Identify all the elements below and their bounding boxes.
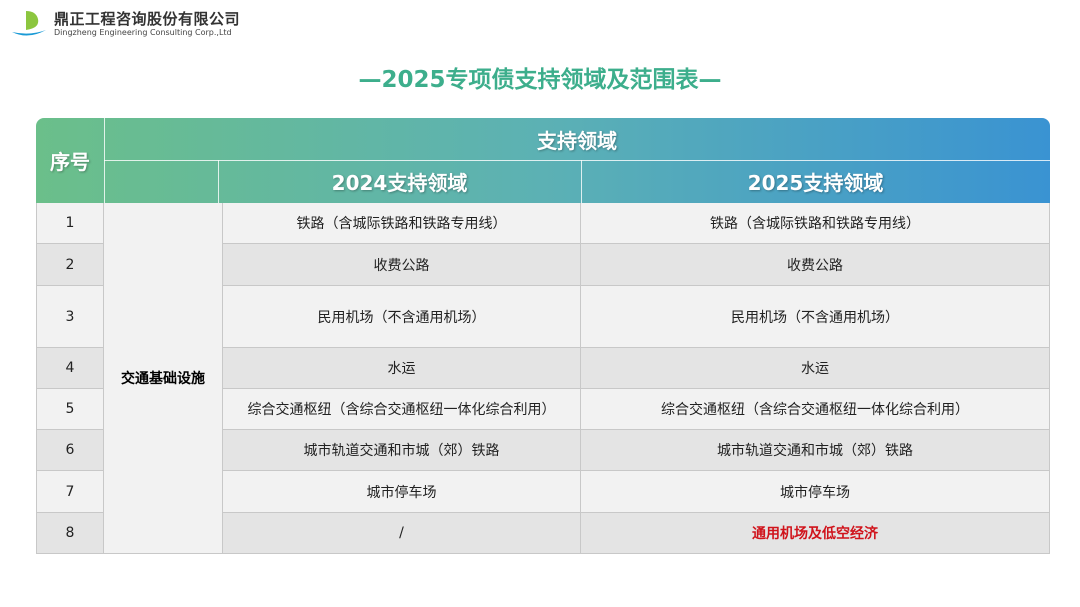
area-2025: 收费公路: [581, 244, 1050, 285]
header-support-area: 支持领域: [537, 128, 617, 153]
row-number: 4: [36, 348, 104, 388]
area-2024: 铁路（含城际铁路和铁路专用线）: [223, 203, 581, 243]
table-row: 7 城市停车场 城市停车场: [36, 471, 1050, 513]
area-2024: 城市停车场: [223, 471, 581, 512]
logo-icon: [12, 11, 46, 36]
area-2025: 通用机场及低空经济: [581, 513, 1050, 553]
support-area-table: 序号 支持领域 2024支持领域 2025支持领域 1 铁路（含城际铁路和铁路专用…: [36, 118, 1050, 554]
page-title: —2025专项债支持领域及范围表—: [358, 67, 722, 93]
table-header: 序号 支持领域 2024支持领域 2025支持领域: [36, 118, 1050, 203]
row-number: 2: [36, 244, 104, 285]
area-2024: 水运: [223, 348, 581, 388]
row-number: 6: [36, 430, 104, 470]
row-number: 3: [36, 286, 104, 347]
header-2024: 2024支持领域: [331, 171, 468, 195]
area-2024: /: [223, 513, 581, 553]
category-cell: 交通基础设施: [104, 203, 223, 554]
area-2024: 民用机场（不含通用机场）: [223, 286, 581, 347]
company-logo: 鼎正工程咨询股份有限公司 Dingzheng Engineering Consu…: [10, 8, 240, 40]
table-body: 1 铁路（含城际铁路和铁路专用线） 铁路（含城际铁路和铁路专用线） 2 收费公路 收费公路…: [36, 203, 1050, 554]
company-name-cn: 鼎正工程咨询股份有限公司: [54, 9, 241, 28]
row-number: 7: [36, 471, 104, 512]
company-name-en: Dingzheng Engineering Consulting Corp.,L…: [54, 27, 232, 37]
area-2025: 城市轨道交通和市城（郊）铁路: [581, 430, 1050, 470]
area-2025: 水运: [581, 348, 1050, 388]
area-2024: 城市轨道交通和市城（郊）铁路: [223, 430, 581, 470]
header-index: 序号: [50, 150, 90, 174]
row-number: 8: [36, 513, 104, 553]
area-2025: 城市停车场: [581, 471, 1050, 512]
area-2025: 铁路（含城际铁路和铁路专用线）: [581, 203, 1050, 243]
area-2025: 民用机场（不含通用机场）: [581, 286, 1050, 347]
area-2024: 综合交通枢纽（含综合交通枢纽一体化综合利用）: [223, 389, 581, 429]
row-number: 1: [36, 203, 104, 243]
area-2024: 收费公路: [223, 244, 581, 285]
row-number: 5: [36, 389, 104, 429]
area-2025: 综合交通枢纽（含综合交通枢纽一体化综合利用）: [581, 389, 1050, 429]
header-2025: 2025支持领域: [747, 171, 884, 195]
